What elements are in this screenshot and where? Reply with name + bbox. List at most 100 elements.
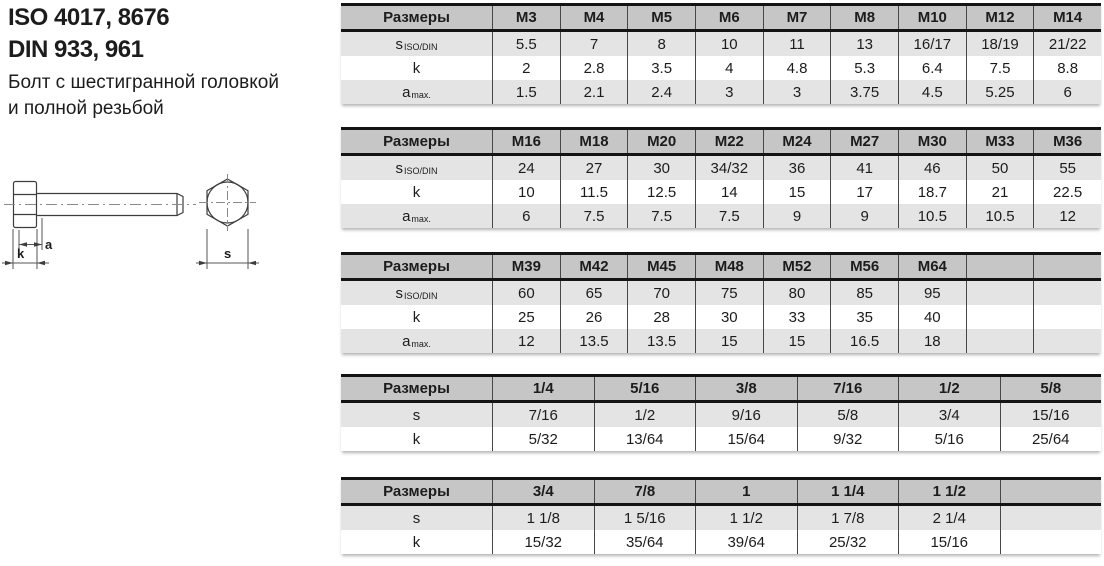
row-label: s ISO/DIN [341, 32, 492, 56]
table-cell: 13.5 [627, 329, 695, 353]
size-column-header [965, 255, 1034, 278]
size-column-header: M5 [627, 6, 695, 29]
row-label-symbol: s [395, 35, 403, 53]
table-cell: 2.1 [559, 80, 628, 104]
table-cell: 15 [762, 329, 831, 353]
size-column-header: M18 [559, 130, 628, 153]
size-column-header: 1 1/4 [796, 480, 899, 503]
row-label: a max. [341, 329, 492, 353]
row-label: k [341, 180, 492, 204]
table-cell: 60 [492, 281, 560, 305]
table-cell: 30 [627, 156, 695, 180]
table-cell: 7/16 [492, 403, 594, 427]
dim-table-metric-3: Размеры M39 M42 M45 M48 M52 M56 M64 s ISO/DIN 60 65… [341, 252, 1101, 353]
dim-label-a: a [45, 237, 53, 252]
size-column-header: 3/4 [492, 480, 594, 503]
table-row-k: k 10 11.5 12.5 14 15 17 18.7 21 22.5 [341, 180, 1101, 204]
size-column-header: M10 [897, 6, 966, 29]
row-label-subscript: max. [411, 90, 431, 100]
size-column-header: M52 [762, 255, 831, 278]
table-cell [965, 281, 1034, 305]
size-column-header: M33 [965, 130, 1034, 153]
table-cell: 18/19 [965, 32, 1034, 56]
table-cell: 6 [492, 204, 560, 228]
table-cell: 2.4 [627, 80, 695, 104]
table-cell: 26 [559, 305, 628, 329]
table-cell: 13 [830, 32, 898, 56]
table-cell: 5/8 [796, 403, 899, 427]
row-label: k [341, 56, 492, 80]
size-column-header: M27 [830, 130, 898, 153]
table-row-s: s ISO/DIN 5.5 7 8 10 11 13 16/17 18/19 21/22 [341, 32, 1101, 56]
table-cell: 9/32 [796, 427, 899, 451]
table-cell: 17 [830, 180, 898, 204]
table-cell: 4.8 [762, 56, 831, 80]
table-cell: 10 [694, 32, 763, 56]
title-block: ISO 4017, 8676 DIN 933, 961 Болт с шести… [8, 2, 279, 122]
table-row-k: k 25 26 28 30 33 35 40 [341, 305, 1101, 329]
size-column-header: 1 1/2 [898, 480, 1000, 503]
size-column-header: M24 [762, 130, 831, 153]
size-column-header: 3/8 [695, 377, 797, 400]
table-cell: 95 [897, 281, 966, 305]
table-cell: 12 [1033, 204, 1101, 228]
description-line-2: и полной резьбой [8, 98, 164, 119]
row-label: s ISO/DIN [341, 156, 492, 180]
bolt-technical-drawing: a k s [2, 174, 259, 269]
table-cell: 41 [830, 156, 898, 180]
size-column-header: 7/8 [593, 480, 696, 503]
table-cell: 18 [897, 329, 966, 353]
row-label-symbol: k [412, 533, 421, 551]
table-cell: 3 [694, 80, 763, 104]
table-cell: 15/32 [492, 530, 594, 554]
table-cell: 5/16 [898, 427, 1000, 451]
table-cell: 15 [762, 180, 831, 204]
table-cell: 2.8 [559, 56, 628, 80]
size-column-header: M45 [627, 255, 695, 278]
table-cell: 5.5 [492, 32, 560, 56]
row-label-symbol: k [412, 59, 421, 77]
table-row-a: a max. 12 13.5 13.5 15 15 16.5 18 [341, 329, 1101, 353]
table-cell: 7.5 [694, 204, 763, 228]
table-cell: 15/16 [999, 403, 1102, 427]
table-cell: 39/64 [695, 530, 797, 554]
table-cell: 33 [762, 305, 831, 329]
dim-table-inch-2: Размеры 3/4 7/8 1 1 1/4 1 1/2 s 1 1/8 1 5/16 1 1/… [341, 477, 1101, 554]
table-cell: 7 [559, 32, 628, 56]
table-cell [1033, 305, 1101, 329]
size-column-header: M16 [492, 130, 560, 153]
table-cell: 75 [694, 281, 763, 305]
table-cell: 3.5 [627, 56, 695, 80]
size-column-header: 5/16 [593, 377, 696, 400]
table-cell: 11.5 [559, 180, 628, 204]
table-cell: 70 [627, 281, 695, 305]
table-cell: 10.5 [965, 204, 1034, 228]
table-cell: 25/32 [796, 530, 899, 554]
table-header-label: Размеры [383, 133, 450, 150]
row-label-symbol: k [412, 430, 421, 448]
row-label-subscript: ISO/DIN [403, 166, 438, 176]
table-header-row: Размеры 3/4 7/8 1 1 1/4 1 1/2 [341, 480, 1101, 506]
standard-iso-title: ISO 4017, 8676 [8, 4, 170, 31]
table-cell: 18.7 [897, 180, 966, 204]
size-column-header [999, 480, 1102, 503]
size-column-header: M39 [492, 255, 560, 278]
dim-table-inch-1: Размеры 1/4 5/16 3/8 7/16 1/2 5/8 s 7/16 1/2 9/16 5… [341, 374, 1101, 451]
table-cell: 46 [897, 156, 966, 180]
table-row-k: k 2 2.8 3.5 4 4.8 5.3 6.4 7.5 8.8 [341, 56, 1101, 80]
row-label: k [341, 427, 492, 451]
table-header-row: Размеры 1/4 5/16 3/8 7/16 1/2 5/8 [341, 377, 1101, 403]
table-header-label: Размеры [383, 380, 450, 397]
size-column-header: M8 [830, 6, 898, 29]
table-cell: 9 [762, 204, 831, 228]
table-row-a: a max. 6 7.5 7.5 7.5 9 9 10.5 10.5 12 [341, 204, 1101, 228]
table-cell: 13/64 [593, 427, 696, 451]
table-cell: 85 [830, 281, 898, 305]
table-cell: 11 [762, 32, 831, 56]
table-cell: 6.4 [897, 56, 966, 80]
table-cell: 4.5 [897, 80, 966, 104]
size-column-header: M64 [897, 255, 966, 278]
size-column-header: M56 [830, 255, 898, 278]
table-cell: 1/2 [593, 403, 696, 427]
table-row-k: k 15/32 35/64 39/64 25/32 15/16 [341, 530, 1101, 554]
